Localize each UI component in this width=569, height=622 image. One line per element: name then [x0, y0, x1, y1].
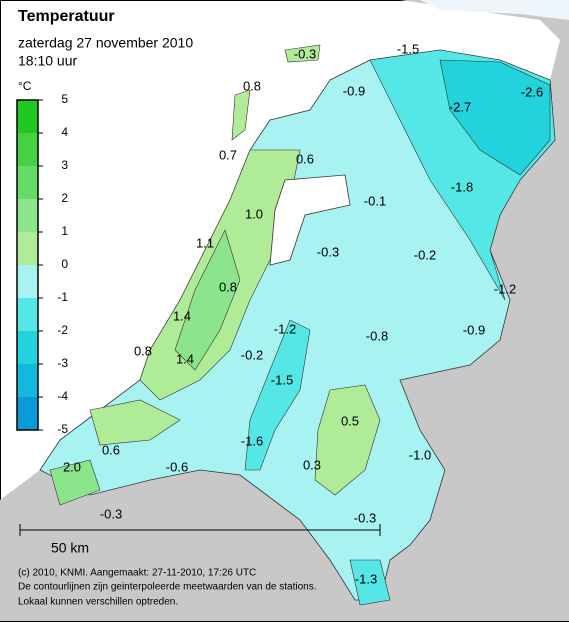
station-value: -0.6: [166, 459, 188, 474]
legend-tick-label: -3: [57, 356, 68, 370]
station-value: 1.4: [176, 351, 194, 366]
header: Temperatuur zaterdag 27 november 2010 18…: [18, 8, 193, 68]
station-value: 0.6: [102, 442, 120, 457]
legend-swatch: [17, 331, 38, 364]
legend-swatch: [17, 265, 38, 298]
credit-line: Lokaal kunnen verschillen optreden.: [18, 597, 178, 608]
legend-unit: °C: [18, 79, 32, 93]
credit-line: (c) 2010, KNMI. Aangemaakt: 27-11-2010, …: [18, 568, 256, 579]
scale-label: 50 km: [51, 540, 89, 556]
station-value: 2.0: [63, 459, 81, 474]
station-value: 0.7: [219, 147, 237, 162]
station-value: -1.5: [397, 41, 419, 56]
station-value: -2.6: [521, 84, 543, 99]
credit-line: De contourlijnen zijn geinterpoleerde me…: [18, 582, 317, 593]
station-value: -0.9: [343, 83, 365, 98]
station-value: -0.9: [463, 322, 485, 337]
legend-swatch: [17, 298, 38, 331]
legend-swatch: [17, 364, 38, 397]
ijsselmeer: [269, 174, 351, 266]
station-value: 1.1: [196, 235, 214, 250]
station-value: -1.6: [241, 433, 263, 448]
stations: -0.3 -1.5 -0.9 -2.7 -2.6 0.8 0.7 0.6 -1.8 -0.1 1.0…: [63, 41, 543, 586]
station-value: -0.2: [414, 247, 436, 262]
scale-bar: 50 km: [19, 524, 381, 556]
colder-region: [439, 59, 551, 176]
station-value: -1.0: [409, 447, 431, 462]
station-value: -1.2: [274, 321, 296, 336]
station-value: 0.6: [296, 151, 314, 166]
legend-tick-label: 2: [61, 191, 68, 205]
station-value: -1.5: [271, 372, 293, 387]
legend-tick-label: 1: [61, 224, 68, 238]
station-value: -1.3: [355, 571, 377, 586]
station-value: -1.8: [451, 179, 473, 194]
station-value: 0.8: [219, 279, 237, 294]
station-value: -2.7: [449, 99, 471, 114]
warmer-region: [174, 229, 241, 371]
legend-tick-label: 5: [61, 92, 68, 106]
island: [231, 89, 251, 141]
time: 18:10 uur: [18, 53, 77, 69]
cold-region: [244, 319, 311, 471]
station-value: -0.3: [354, 510, 376, 525]
station-value: -0.3: [317, 244, 339, 259]
legend-tick-label: -4: [57, 389, 68, 403]
legend-swatch: [17, 232, 38, 265]
sea: [0, 0, 569, 20]
station-value: 1.0: [245, 206, 263, 221]
legend: 5 4 3 2 1 0 -1 -2 -3 -4 -5: [16, 92, 68, 436]
station-value: 0.5: [341, 413, 359, 428]
station-value: 1.4: [173, 308, 191, 323]
station-value: 0.8: [243, 78, 261, 93]
legend-tick-label: -2: [57, 323, 68, 337]
station-value: -0.3: [294, 46, 316, 61]
legend-swatch: [17, 100, 38, 133]
station-value: -0.8: [366, 328, 388, 343]
legend-tick-label: 3: [61, 158, 68, 172]
legend-swatch: [17, 133, 38, 166]
legend-tick-label: 0: [61, 257, 68, 271]
cold-region: [349, 559, 391, 606]
warm-region: [314, 384, 381, 496]
island: [284, 44, 321, 63]
station-value: -0.2: [241, 347, 263, 362]
warm-region: [89, 399, 181, 446]
legend-swatch: [17, 199, 38, 232]
legend-tick-label: -1: [57, 290, 68, 304]
station-value: 0.3: [303, 457, 321, 472]
legend-swatch: [17, 166, 38, 199]
station-value: -0.3: [100, 506, 122, 521]
warm-region: [49, 459, 101, 506]
legend-tick-label: -5: [57, 422, 68, 436]
station-value: -1.2: [494, 281, 516, 296]
legend-swatch: [17, 397, 38, 430]
station-value: 0.8: [134, 343, 152, 358]
legend-tick-label: 4: [61, 125, 68, 139]
date: zaterdag 27 november 2010: [18, 35, 193, 51]
station-value: -0.1: [364, 193, 386, 208]
title: Temperatuur: [18, 8, 115, 25]
